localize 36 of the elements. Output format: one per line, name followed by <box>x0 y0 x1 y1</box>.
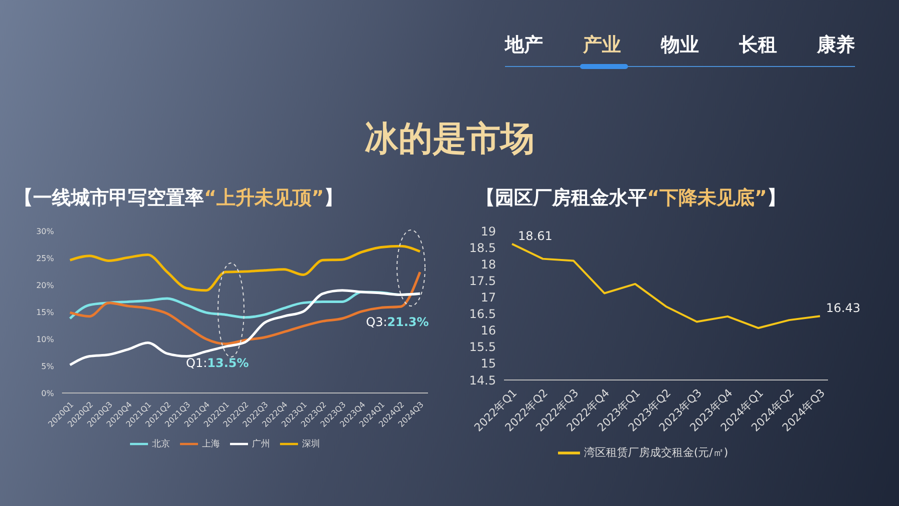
y-tick-label: 18 <box>480 257 496 272</box>
text: 长租 <box>739 33 777 58</box>
y-tick-label: 17.5 <box>469 274 496 288</box>
y-tick-label: 5% <box>41 362 54 371</box>
y-tick-label: 25% <box>36 254 54 263</box>
annotation: Q3:21.3% <box>366 315 429 329</box>
y-tick-label: 14.5 <box>469 373 496 388</box>
y-tick-label: 20% <box>36 280 54 290</box>
legend-label: 广州 <box>252 439 270 450</box>
annotation: Q1:13.5% <box>186 356 249 370</box>
text: 康养 <box>817 33 855 58</box>
y-tick-label: 16.5 <box>469 307 496 322</box>
legend-label: 深圳 <box>302 439 320 450</box>
y-tick-label: 10% <box>36 334 54 344</box>
y-tick-label: 30% <box>36 226 54 236</box>
y-tick-label: 16 <box>480 324 496 338</box>
y-tick-label: 17 <box>480 290 496 304</box>
text: 地产 <box>505 33 543 58</box>
chart-title: 【一线城市甲写空置率“上升未见顶”】 <box>14 187 343 209</box>
text: 产业 <box>583 33 621 58</box>
legend-label: 北京 <box>152 439 170 450</box>
line-series <box>511 242 821 330</box>
legend-label: 上海 <box>202 439 220 450</box>
y-tick-label: 18.5 <box>469 240 496 255</box>
line-series <box>68 244 422 292</box>
y-tick-label: 15% <box>36 308 54 317</box>
data-label: 16.43 <box>826 301 860 316</box>
y-tick-label: 15 <box>480 356 496 371</box>
data-label: 18.61 <box>518 228 552 243</box>
y-tick-label: 15.5 <box>469 340 496 354</box>
text: 物业 <box>661 33 699 58</box>
chart-title: 【园区厂房租金水平“下降未见底”】 <box>476 187 786 209</box>
text: 冰的是市场 <box>364 118 536 161</box>
legend-label: 湾区租赁厂房成交租金(元/㎡) <box>584 446 728 460</box>
y-tick-label: 19 <box>480 224 496 238</box>
y-tick-label: 0% <box>41 388 54 398</box>
